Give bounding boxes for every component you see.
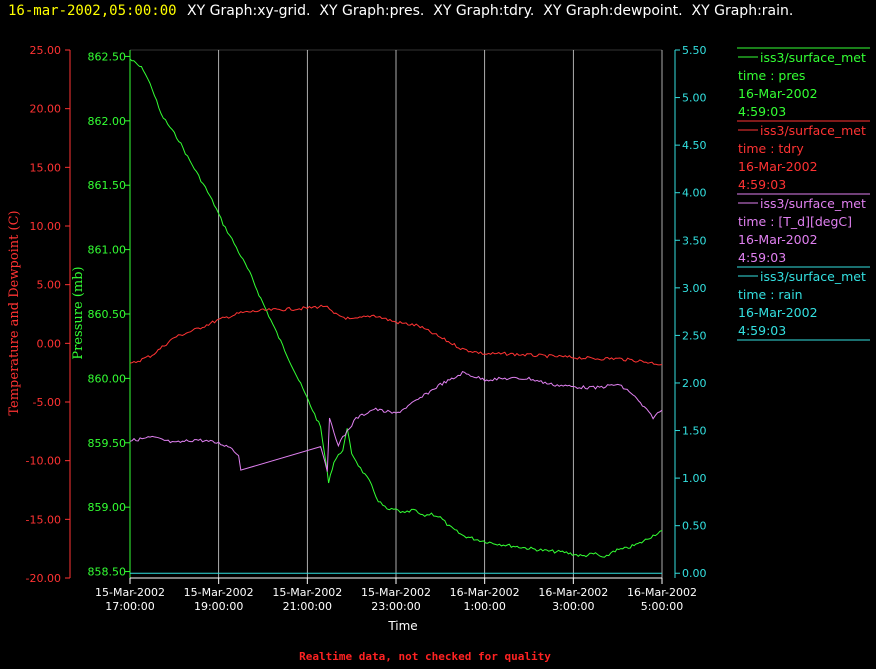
x-tick-time: 3:00:00 <box>552 600 594 613</box>
series-line-tddegc <box>129 370 663 472</box>
pres-tick-label: 859.50 <box>88 437 127 450</box>
temp-tick-label: -15.00 <box>26 513 61 526</box>
legend-entry-text: iss3/surface_met <box>760 269 866 284</box>
legend-entry-text: 4:59:03 <box>738 323 786 338</box>
header-datetime: 16-mar-2002,05:00:00 <box>8 3 177 19</box>
legend-entry-text: time : pres <box>738 68 805 83</box>
legend-entry-text: 4:59:03 <box>738 250 786 265</box>
legend-entry-text: 16-Mar-2002 <box>738 232 818 247</box>
rain-tick-label: 1.00 <box>682 472 707 485</box>
x-tick-time: 19:00:00 <box>194 600 243 613</box>
temp-tick-label: 25.00 <box>30 44 62 57</box>
x-tick-date: 15-Mar-2002 <box>361 586 431 599</box>
temp-tick-label: -5.00 <box>33 396 61 409</box>
quality-note: Realtime data, not checked for quality <box>299 650 551 663</box>
pres-tick-label: 861.00 <box>88 244 127 257</box>
x-tick-time: 23:00:00 <box>371 600 420 613</box>
series-line-tdry <box>129 304 663 366</box>
temp-axis-ticks: 25.00 20.00 15.00 10.00 5.00 0.00 -5.00 -10.00 -… <box>26 44 70 585</box>
pres-tick-label: 860.00 <box>88 372 127 385</box>
legend-entry-text: iss3/surface_met <box>760 50 866 65</box>
x-axis-title: Time <box>387 619 417 633</box>
legend-entry-text: 16-Mar-2002 <box>738 305 818 320</box>
pres-tick-label: 862.50 <box>88 50 127 63</box>
legend-entry-text: 16-Mar-2002 <box>738 159 818 174</box>
x-tick-time: 21:00:00 <box>283 600 332 613</box>
rain-axis-ticks: 5.50 5.00 4.50 4.00 3.50 3.00 2.50 2.00 1.50 1.00… <box>675 44 707 580</box>
data-series <box>129 58 663 574</box>
header-graph-list: XY Graph:xy-grid. XY Graph:pres. XY Grap… <box>187 3 793 19</box>
temp-axis-title: Temperature and Dewpoint (C) <box>7 210 22 415</box>
x-tick-time: 1:00:00 <box>463 600 505 613</box>
pres-tick-label: 862.00 <box>88 115 127 128</box>
x-tick-date: 15-Mar-2002 <box>95 586 165 599</box>
temp-tick-label: 0.00 <box>37 337 62 350</box>
legend-entry-text: 16-Mar-2002 <box>738 86 818 101</box>
x-tick-time: 17:00:00 <box>105 600 154 613</box>
rain-tick-label: 2.00 <box>682 377 707 390</box>
temp-tick-label: 10.00 <box>30 220 62 233</box>
rain-tick-label: 5.50 <box>682 44 707 57</box>
legend-entry-text: iss3/surface_met <box>760 196 866 211</box>
temp-tick-label: 15.00 <box>30 161 62 174</box>
pres-tick-label: 861.50 <box>88 179 127 192</box>
legend-entry-text: 4:59:03 <box>738 104 786 119</box>
pres-axis-title: Pressure (mb) <box>71 266 86 359</box>
legend-entry-text: iss3/surface_met <box>760 123 866 138</box>
legend-entry-text: time : tdry <box>738 141 804 156</box>
rain-tick-label: 4.00 <box>682 187 707 200</box>
temp-tick-label: -10.00 <box>26 455 61 468</box>
rain-tick-label: 0.00 <box>682 567 707 580</box>
legend-entry-text: time : rain <box>738 287 803 302</box>
x-tick-date: 15-Mar-2002 <box>272 586 342 599</box>
rain-tick-label: 1.50 <box>682 425 707 438</box>
x-tick-date: 16-Mar-2002 <box>538 586 608 599</box>
legend-entry-text: time : [T_d][degC] <box>738 214 852 229</box>
rain-tick-label: 0.50 <box>682 520 707 533</box>
rain-tick-label: 3.50 <box>682 234 707 247</box>
x-tick-date: 16-Mar-2002 <box>450 586 520 599</box>
grid-lines <box>218 50 663 578</box>
pres-tick-label: 860.50 <box>88 308 127 321</box>
pres-tick-label: 858.50 <box>88 566 127 579</box>
legend-entry-text: 4:59:03 <box>738 177 786 192</box>
x-tick-date: 15-Mar-2002 <box>184 586 254 599</box>
temp-tick-label: 20.00 <box>30 103 62 116</box>
x-tick-date: 16-Mar-2002 <box>627 586 697 599</box>
x-tick-time: 5:00:00 <box>641 600 683 613</box>
rain-tick-label: 4.50 <box>682 139 707 152</box>
rain-tick-label: 3.00 <box>682 282 707 295</box>
temp-tick-label: -20.00 <box>26 572 61 585</box>
rain-tick-label: 5.00 <box>682 92 707 105</box>
pres-tick-label: 859.00 <box>88 501 127 514</box>
temp-tick-label: 5.00 <box>37 279 62 292</box>
pres-axis-ticks: 862.50 862.00 861.50 861.00 860.50 860.00 859.… <box>88 50 130 579</box>
x-axis-ticks: 15-Mar-200217:00:0015-Mar-200219:00:0015… <box>95 578 697 613</box>
rain-tick-label: 2.50 <box>682 329 707 342</box>
series-line-pres <box>129 58 663 558</box>
